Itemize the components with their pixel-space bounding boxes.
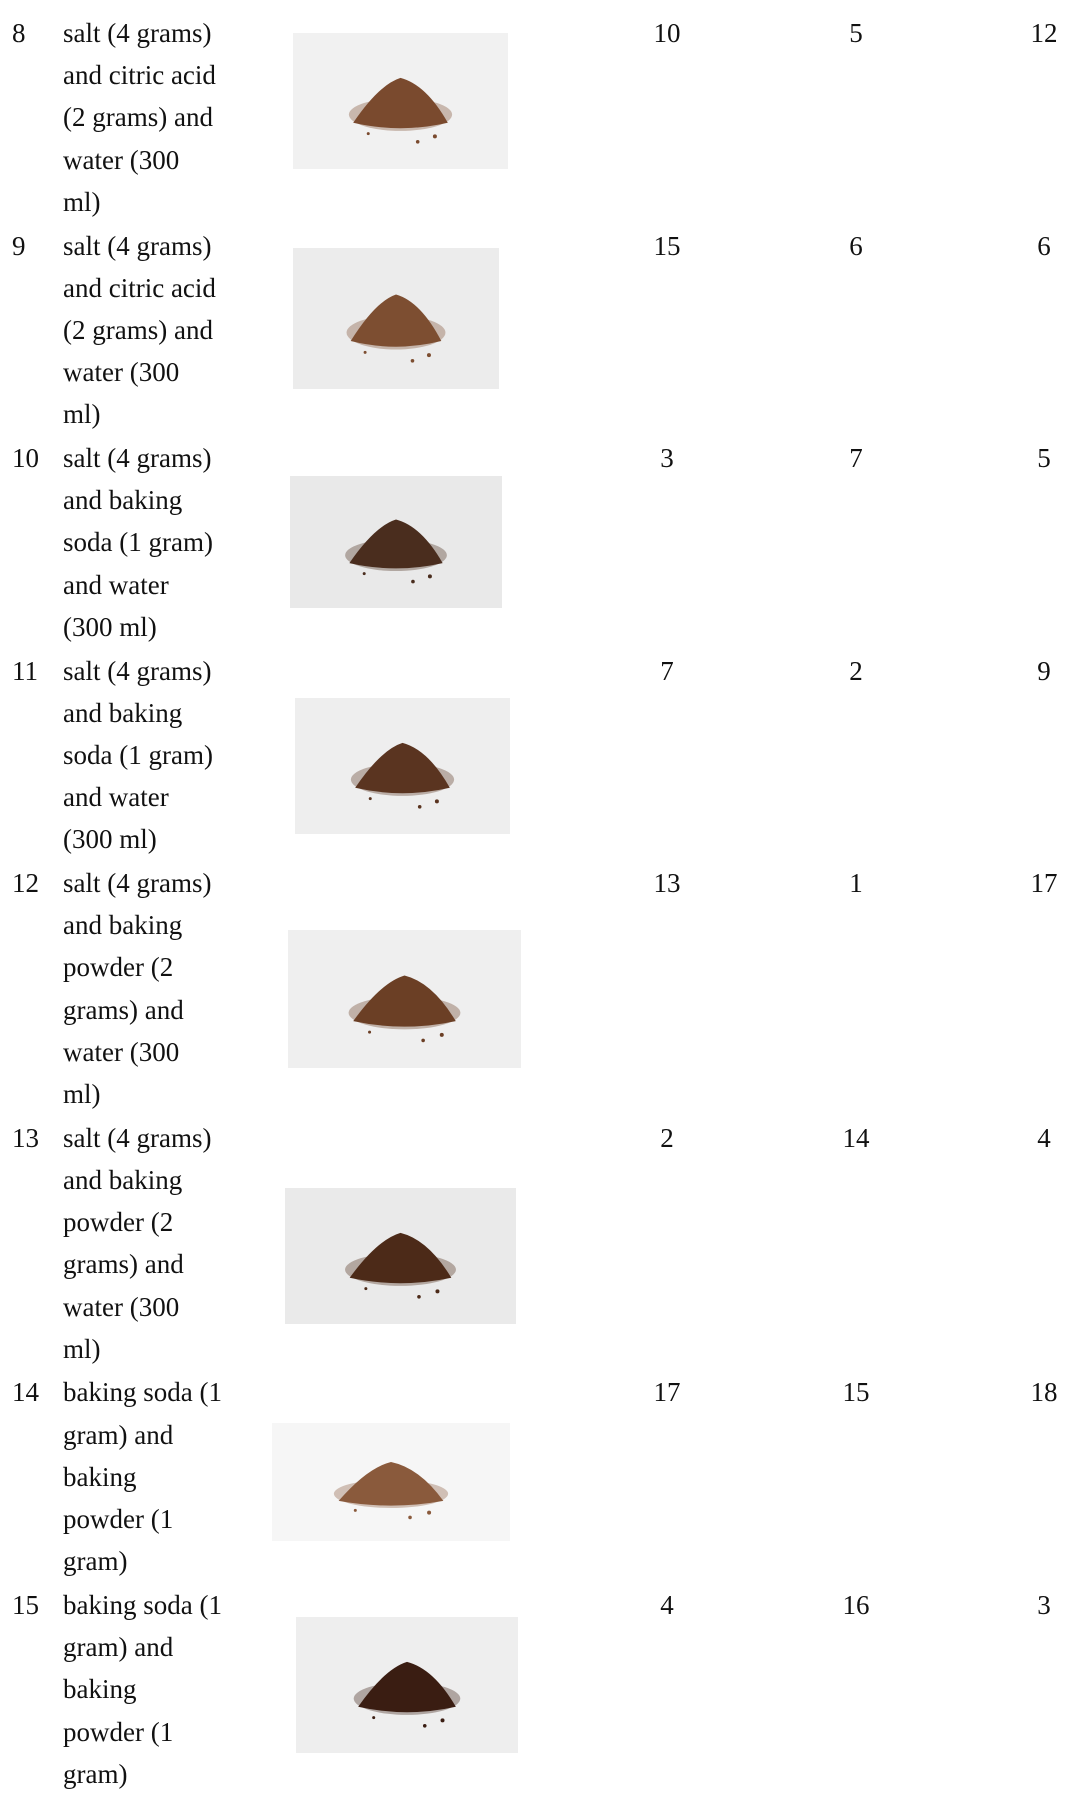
description-line: water (300 <box>63 1036 180 1067</box>
row-number: 10 <box>12 443 39 473</box>
description-line: (300 ml) <box>63 824 157 855</box>
description-line: water (300 <box>63 144 180 175</box>
description-line: gram) <box>63 1546 128 1577</box>
description-line: ml) <box>63 186 101 217</box>
sample-photo <box>272 1423 510 1541</box>
row-number: 15 <box>12 1589 39 1620</box>
description-line: and water <box>63 782 169 813</box>
value-cell: 13 <box>653 868 681 898</box>
value-cell: 3 <box>660 443 674 473</box>
description-line: powder (1 <box>63 1504 174 1534</box>
value-cell: 2 <box>660 1122 674 1153</box>
description-line: and citric acid <box>63 60 216 91</box>
value-cell: 6 <box>1037 230 1051 261</box>
description-line: and baking <box>63 697 183 728</box>
description-line: and water <box>63 569 169 600</box>
value-cell: 15 <box>653 230 681 261</box>
description-line: water (300 <box>63 357 180 388</box>
description-line: gram) and <box>63 1419 174 1450</box>
description-line: powder (1 <box>63 1716 174 1747</box>
sample-photo <box>295 698 510 834</box>
description-line: water (300 <box>63 1291 180 1322</box>
value-cell: 5 <box>849 18 863 48</box>
value-cell: 10 <box>653 18 681 48</box>
sample-photo <box>293 33 508 169</box>
value-cell: 12 <box>1030 18 1058 48</box>
value-cell: 16 <box>842 1589 870 1620</box>
description-line: salt (4 grams) <box>63 868 212 898</box>
description-line: grams) and <box>63 1249 184 1280</box>
description-line: salt (4 grams) <box>63 655 212 686</box>
description-line: ml) <box>63 1079 101 1109</box>
sample-photo <box>290 476 502 608</box>
row-number: 14 <box>12 1377 39 1408</box>
description-line: and baking <box>63 1164 183 1195</box>
description-line: salt (4 grams) <box>63 443 212 473</box>
description-line: baking soda (1 <box>63 1589 222 1620</box>
value-cell: 7 <box>849 443 863 473</box>
sample-photo <box>293 248 499 389</box>
description-line: ml) <box>63 399 101 430</box>
value-cell: 3 <box>1037 1589 1051 1620</box>
description-line: ml) <box>63 1333 101 1364</box>
row-number: 12 <box>12 868 39 898</box>
value-cell: 5 <box>1037 443 1051 473</box>
value-cell: 2 <box>849 655 863 686</box>
description-line: (2 grams) and <box>63 314 213 345</box>
value-cell: 18 <box>1030 1377 1058 1408</box>
description-line: (2 grams) and <box>63 102 213 133</box>
description-line: grams) and <box>63 994 184 1025</box>
description-line: baking soda (1 <box>63 1377 222 1408</box>
row-number: 9 <box>12 230 26 261</box>
description-line: and baking <box>63 485 183 516</box>
row-number: 8 <box>12 18 26 48</box>
value-cell: 1 <box>849 868 863 898</box>
description-line: salt (4 grams) <box>63 230 212 261</box>
description-line: baking <box>63 1461 137 1492</box>
value-cell: 17 <box>653 1377 681 1408</box>
description-line: (300 ml) <box>63 611 157 642</box>
description-line: and baking <box>63 910 183 941</box>
value-cell: 7 <box>660 655 674 686</box>
value-cell: 17 <box>1030 868 1058 898</box>
description-line: baking <box>63 1674 137 1705</box>
value-cell: 4 <box>1037 1122 1051 1153</box>
sample-photo <box>285 1188 516 1324</box>
description-line: and citric acid <box>63 272 216 303</box>
description-line: salt (4 grams) <box>63 1122 212 1153</box>
value-cell: 15 <box>842 1377 870 1408</box>
value-cell: 9 <box>1037 655 1051 686</box>
row-number: 11 <box>12 655 38 686</box>
value-cell: 4 <box>660 1589 674 1620</box>
value-cell: 6 <box>849 230 863 261</box>
description-line: powder (2 <box>63 952 174 983</box>
description-line: gram) <box>63 1758 128 1789</box>
row-number: 13 <box>12 1122 39 1153</box>
description-line: gram) and <box>63 1632 174 1663</box>
sample-photo <box>288 930 521 1068</box>
description-line: soda (1 gram) <box>63 527 213 558</box>
sample-photo <box>296 1617 518 1753</box>
description-line: powder (2 <box>63 1207 174 1238</box>
description-line: soda (1 gram) <box>63 739 213 770</box>
description-line: salt (4 grams) <box>63 18 212 48</box>
value-cell: 14 <box>842 1122 870 1153</box>
